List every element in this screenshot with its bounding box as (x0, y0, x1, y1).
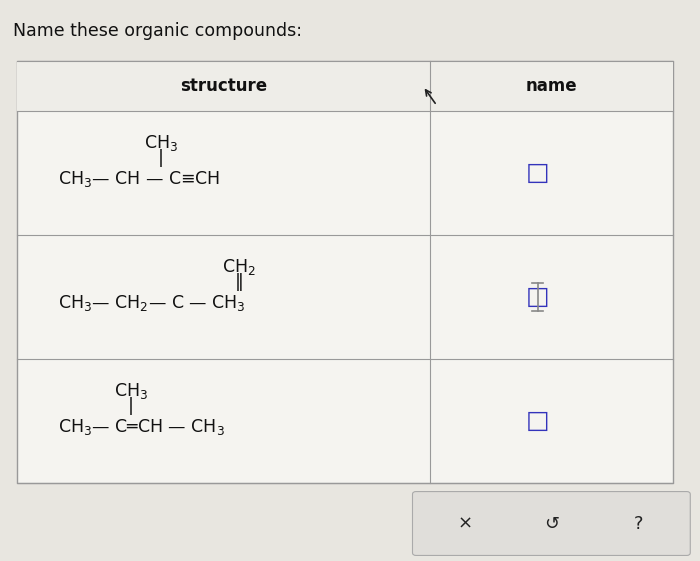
Text: Name these organic compounds:: Name these organic compounds: (13, 22, 302, 40)
FancyBboxPatch shape (412, 491, 690, 555)
Text: structure: structure (180, 77, 267, 95)
Text: ×: × (457, 514, 473, 532)
Text: ↺: ↺ (544, 514, 559, 532)
Text: □: □ (526, 285, 550, 309)
Text: □: □ (526, 161, 550, 185)
Text: |: | (158, 149, 164, 167)
Text: CH$_3$: CH$_3$ (114, 381, 148, 401)
Text: ?: ? (634, 514, 643, 532)
Text: CH$_3$— C═CH — CH$_3$: CH$_3$— C═CH — CH$_3$ (58, 417, 225, 437)
Bar (17, 61, 673, 483)
Text: CH$_3$: CH$_3$ (144, 132, 178, 153)
Bar (17, 61, 673, 111)
Text: name: name (526, 77, 578, 95)
Text: CH$_3$— CH$_2$— C — CH$_3$: CH$_3$— CH$_2$— C — CH$_3$ (58, 293, 246, 312)
Text: |: | (128, 397, 134, 415)
Text: CH$_3$— CH — C≡CH: CH$_3$— CH — C≡CH (58, 169, 220, 188)
Text: ‖: ‖ (234, 273, 244, 291)
Text: CH$_2$: CH$_2$ (222, 256, 256, 277)
Text: □: □ (526, 409, 550, 433)
